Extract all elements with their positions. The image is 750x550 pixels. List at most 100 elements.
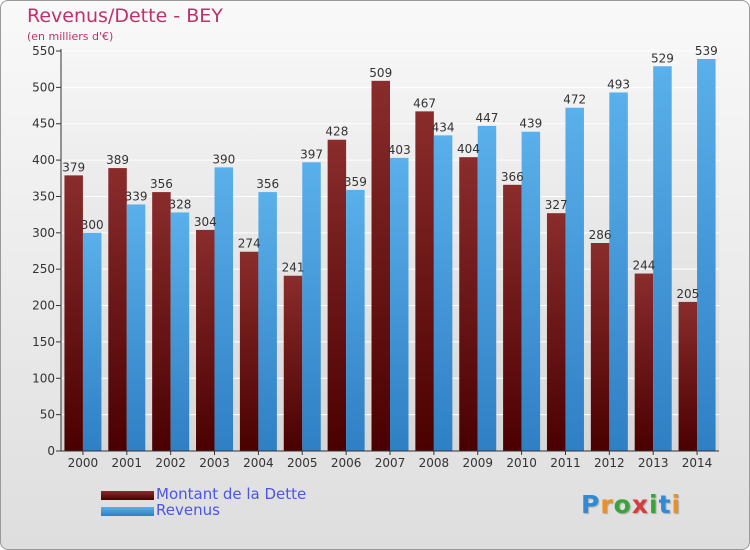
- bar-revenus: [653, 66, 672, 451]
- data-label-revenus: 359: [344, 175, 367, 189]
- bar-dette: [152, 192, 171, 451]
- logo-letter: r: [600, 490, 614, 519]
- logo-letter: i: [671, 490, 682, 519]
- bar-dette: [503, 184, 522, 451]
- x-tick-label: 2010: [506, 456, 537, 470]
- bar-dette: [371, 80, 390, 452]
- data-label-dette: 205: [676, 287, 699, 301]
- x-tick-label: 2000: [68, 456, 99, 470]
- data-label-revenus: 493: [607, 77, 630, 91]
- x-tick-label: 2014: [682, 456, 713, 470]
- bar-revenus: [390, 157, 409, 451]
- bar-revenus: [126, 204, 146, 451]
- data-label-dette: 286: [589, 228, 612, 242]
- logo-letter: x: [631, 490, 649, 519]
- bar-revenus: [302, 162, 321, 452]
- bar-dette: [415, 111, 434, 451]
- bar-revenus: [697, 59, 716, 451]
- bar-revenus: [609, 92, 628, 452]
- y-tick-label: 550: [32, 44, 55, 58]
- x-tick-label: 2006: [331, 456, 362, 470]
- data-label-revenus: 356: [256, 177, 279, 191]
- bar-dette: [590, 243, 610, 451]
- y-tick-label: 0: [47, 444, 55, 458]
- y-tick-label: 250: [32, 262, 55, 276]
- x-tick-label: 2005: [287, 456, 318, 470]
- x-tick-label: 2013: [638, 456, 669, 470]
- data-label-dette: 304: [194, 215, 217, 229]
- data-label-revenus: 339: [125, 189, 148, 203]
- legend-swatch-dette: [101, 491, 154, 500]
- bar-revenus: [521, 131, 541, 451]
- data-label-dette: 327: [545, 198, 568, 212]
- bar-revenus: [82, 232, 102, 451]
- legend-swatch-revenus: [101, 507, 154, 516]
- data-label-revenus: 539: [695, 44, 718, 58]
- logo-letter: o: [613, 490, 632, 519]
- data-label-dette: 389: [106, 153, 129, 167]
- data-label-revenus: 390: [212, 152, 235, 166]
- bar-dette: [64, 175, 83, 451]
- data-label-revenus: 328: [168, 197, 191, 211]
- bar-revenus: [433, 135, 453, 451]
- y-tick-label: 300: [32, 226, 55, 240]
- bar-dette: [283, 275, 303, 451]
- legend-label-revenus: Revenus: [156, 501, 220, 519]
- x-tick-label: 2004: [243, 456, 274, 470]
- legend-label-dette: Montant de la Dette: [156, 485, 307, 503]
- y-tick-label: 500: [32, 80, 55, 94]
- x-tick-label: 2007: [375, 456, 406, 470]
- data-label-revenus: 439: [519, 117, 542, 131]
- data-label-revenus: 300: [81, 218, 104, 232]
- x-tick-label: 2012: [594, 456, 625, 470]
- data-label-dette: 366: [501, 170, 524, 184]
- y-tick-label: 200: [32, 299, 55, 313]
- data-label-revenus: 529: [651, 51, 674, 65]
- y-tick-label: 400: [32, 153, 55, 167]
- data-label-revenus: 403: [388, 143, 411, 157]
- x-tick-label: 2001: [112, 456, 143, 470]
- y-tick-label: 150: [32, 335, 55, 349]
- chart-title: Revenus/Dette - BEY: [27, 5, 223, 27]
- bar-revenus: [170, 212, 190, 451]
- data-label-revenus: 397: [300, 147, 323, 161]
- logo-letter: t: [658, 490, 672, 519]
- data-label-dette: 379: [62, 160, 85, 174]
- x-tick-label: 2003: [199, 456, 230, 470]
- bar-dette: [459, 157, 478, 451]
- x-tick-label: 2011: [550, 456, 581, 470]
- data-label-revenus: 447: [476, 111, 499, 125]
- data-label-revenus: 472: [563, 93, 586, 107]
- bar-dette: [634, 273, 654, 451]
- data-label-dette: 428: [325, 125, 348, 139]
- data-label-dette: 356: [150, 177, 173, 191]
- bar-dette: [108, 168, 127, 451]
- x-tick-label: 2008: [419, 456, 450, 470]
- bar-dette: [327, 139, 347, 451]
- bar-revenus: [565, 107, 584, 452]
- data-label-dette: 244: [632, 259, 655, 273]
- chart-subtitle: (en milliers d'€): [27, 30, 114, 43]
- proxiti-logo[interactable]: Proxiti: [581, 490, 681, 519]
- x-tick-label: 2002: [155, 456, 186, 470]
- data-label-dette: 467: [413, 96, 436, 110]
- data-label-dette: 509: [369, 66, 392, 80]
- bar-dette: [546, 213, 566, 451]
- y-tick-label: 100: [32, 371, 55, 385]
- bar-dette: [239, 251, 259, 451]
- y-tick-label: 450: [32, 117, 55, 131]
- bar-revenus: [346, 189, 365, 451]
- bar-dette: [196, 229, 215, 451]
- y-tick-label: 50: [40, 408, 55, 422]
- logo-letter: P: [581, 490, 601, 519]
- data-label-dette: 404: [457, 142, 480, 156]
- data-label-dette: 241: [282, 261, 305, 275]
- data-label-revenus: 434: [432, 120, 455, 134]
- bar-revenus: [258, 192, 277, 451]
- bar-revenus: [477, 125, 497, 451]
- data-label-dette: 274: [238, 237, 261, 251]
- y-tick-label: 350: [32, 189, 55, 203]
- bar-dette: [678, 301, 698, 451]
